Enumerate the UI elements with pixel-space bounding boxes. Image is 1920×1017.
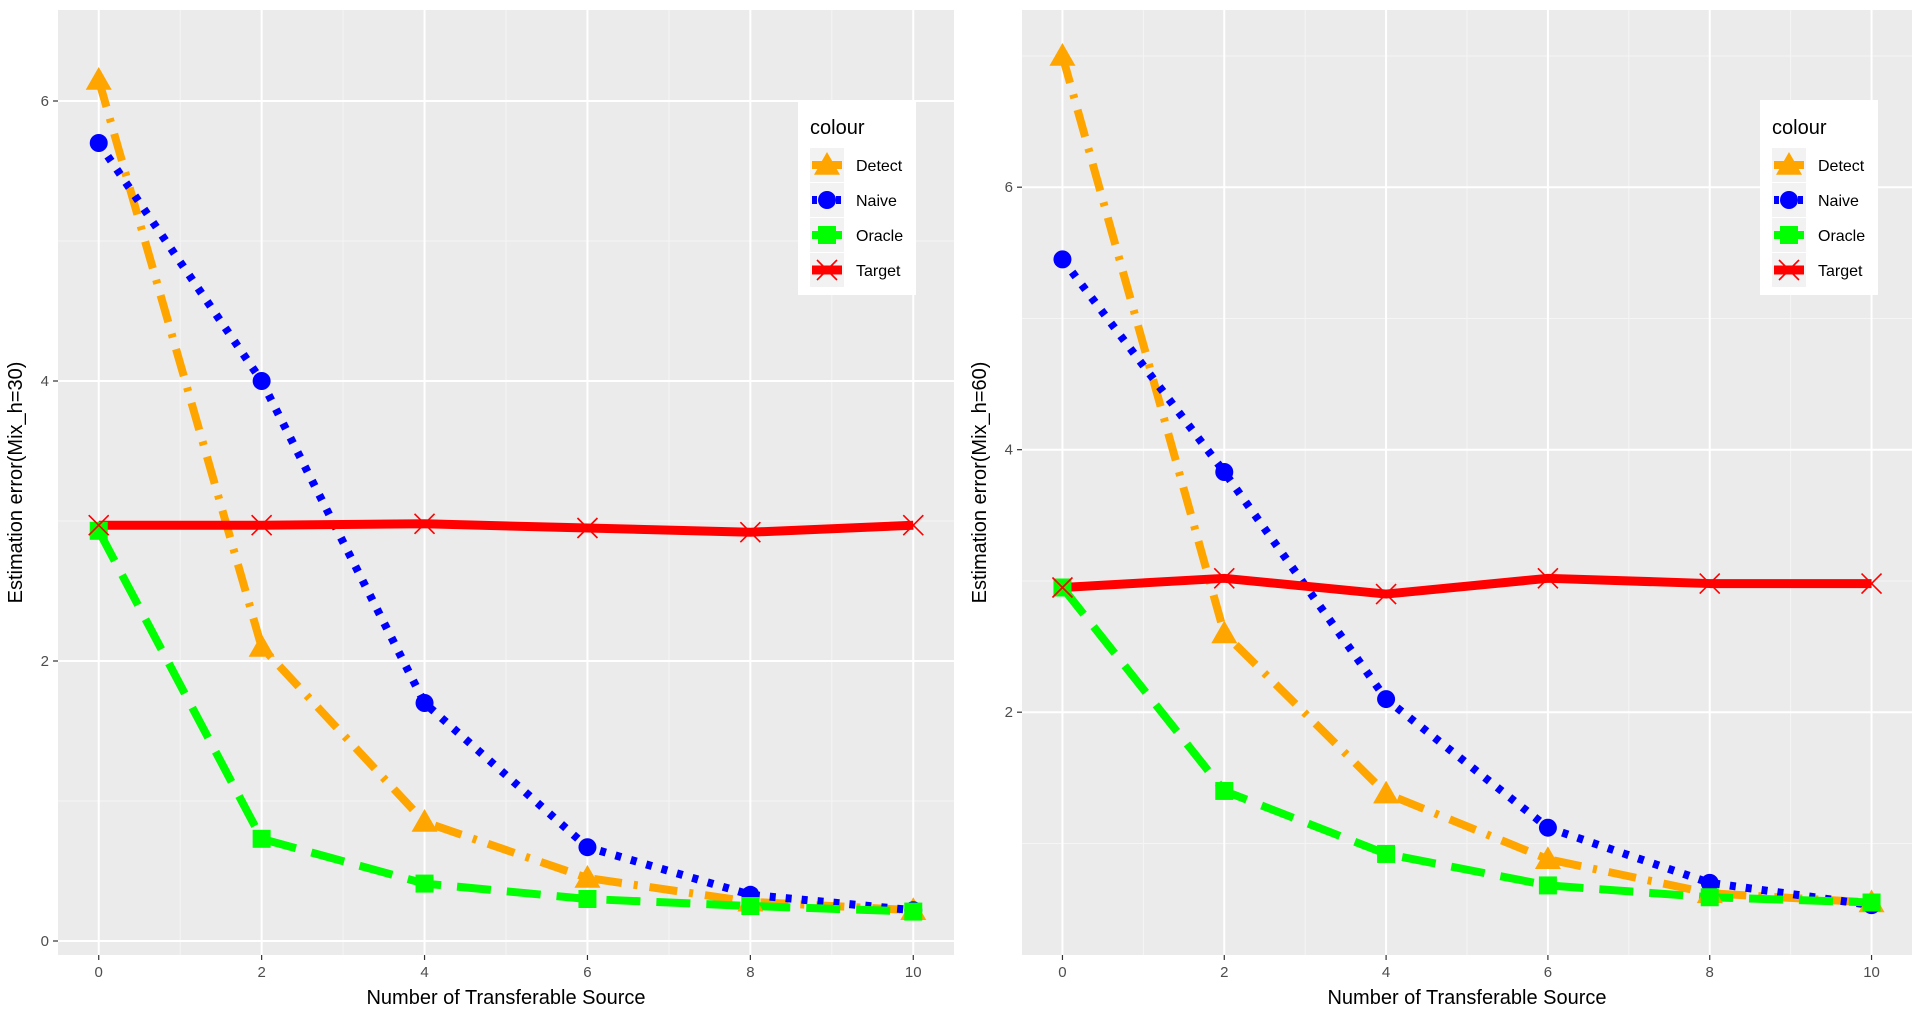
data-point-detect xyxy=(85,67,112,90)
y-tick-label: 2 xyxy=(41,653,49,670)
data-point-target xyxy=(251,514,273,536)
data-point-oracle xyxy=(1700,888,1719,907)
x-tick-label: 6 xyxy=(1544,964,1552,981)
data-point-naive xyxy=(1053,250,1072,269)
y-axis-title: Estimation error(Mix_h=60) xyxy=(969,362,991,604)
x-tick-label: 4 xyxy=(420,964,428,981)
data-point-target xyxy=(88,514,110,536)
data-point-detect xyxy=(574,865,601,888)
legend-label-target: Target xyxy=(1818,263,1863,280)
data-point-naive xyxy=(89,134,108,152)
data-point-target xyxy=(1051,576,1074,599)
data-point-detect xyxy=(1211,620,1238,644)
data-point-detect xyxy=(1373,780,1400,804)
y-tick-label: 0 xyxy=(41,933,49,950)
legend-marker-detect xyxy=(814,152,840,175)
series-line-naive xyxy=(95,140,914,915)
legend-marker-target xyxy=(1778,259,1800,281)
data-point-oracle xyxy=(89,521,108,540)
legend-marker-naive xyxy=(1780,191,1798,209)
chart-left: 0 2 4 6 8 10 0 2 4 6 Number of Transferable Source… xyxy=(5,10,954,1009)
legend-label-oracle: Oracle xyxy=(1818,228,1865,245)
data-point-naive xyxy=(252,372,271,390)
y-tick-label: 4 xyxy=(1005,442,1013,459)
legend-marker-naive xyxy=(818,191,836,209)
data-point-oracle xyxy=(415,874,434,893)
series-line-target xyxy=(98,519,914,537)
x-axis-title: Number of Transferable Source xyxy=(1327,987,1606,1009)
x-tick-label: 2 xyxy=(257,964,265,981)
series-line-detect xyxy=(1058,54,1872,907)
data-point-oracle xyxy=(578,890,597,908)
data-point-detect xyxy=(411,809,438,832)
legend-title: colour xyxy=(1772,117,1827,139)
series-line-oracle xyxy=(1059,585,1872,907)
data-point-oracle xyxy=(252,829,271,848)
data-point-oracle xyxy=(1377,844,1396,863)
legend-label-oracle: Oracle xyxy=(856,228,903,245)
data-point-target xyxy=(1537,567,1559,589)
y-tick-label: 6 xyxy=(1005,179,1013,196)
data-point-oracle xyxy=(741,897,760,915)
data-point-detect xyxy=(1049,42,1076,66)
legend-label-target: Target xyxy=(856,263,901,280)
data-point-target xyxy=(1699,572,1721,595)
data-point-oracle xyxy=(1538,876,1557,895)
legend-title: colour xyxy=(810,117,865,139)
data-point-oracle xyxy=(904,902,923,921)
data-point-naive xyxy=(1700,873,1719,892)
legend-marker-oracle xyxy=(1780,226,1798,244)
data-point-target xyxy=(1375,583,1397,605)
data-point-naive xyxy=(415,694,434,712)
x-tick-label: 6 xyxy=(583,964,591,981)
x-tick-label: 0 xyxy=(1058,964,1066,981)
data-point-oracle xyxy=(1862,893,1881,912)
data-point-naive xyxy=(1538,818,1557,837)
series-line-oracle xyxy=(95,528,914,916)
data-point-detect xyxy=(248,634,275,657)
data-point-oracle xyxy=(1215,781,1234,800)
data-point-naive xyxy=(1215,463,1234,481)
legend-marker-detect xyxy=(1776,152,1802,175)
data-point-target xyxy=(413,513,436,535)
legend-label-detect: Detect xyxy=(856,158,903,175)
y-tick-label: 6 xyxy=(41,93,49,110)
x-tick-label: 4 xyxy=(1382,964,1390,981)
x-tick-label: 8 xyxy=(746,964,754,981)
series-line-target xyxy=(1062,573,1872,599)
x-tick-label: 10 xyxy=(1863,964,1880,981)
legend-marker-oracle xyxy=(818,226,836,244)
y-axis-title: Estimation error(Mix_h=30) xyxy=(5,362,27,604)
legend-label-detect: Detect xyxy=(1818,158,1865,175)
y-tick-label: 2 xyxy=(1005,704,1013,721)
legend-marker-target xyxy=(816,259,838,281)
legend-label-naive: Naive xyxy=(856,193,897,210)
data-point-target xyxy=(1860,572,1883,595)
x-tick-label: 10 xyxy=(905,964,922,981)
data-point-naive xyxy=(1377,690,1396,709)
legend-label-naive: Naive xyxy=(1818,193,1859,210)
data-point-target xyxy=(576,517,599,539)
y-tick-label: 4 xyxy=(41,373,49,390)
data-point-naive xyxy=(578,838,597,857)
x-axis-title: Number of Transferable Source xyxy=(366,987,645,1009)
data-point-target xyxy=(739,521,761,543)
chart-right: 0 2 4 6 8 10 2 4 6 Number of Transferable Source E… xyxy=(969,10,1912,1009)
data-point-detect xyxy=(1534,846,1561,869)
data-point-target xyxy=(1213,567,1235,589)
data-point-target xyxy=(902,514,924,536)
x-tick-label: 8 xyxy=(1706,964,1714,981)
x-tick-label: 2 xyxy=(1220,964,1228,981)
x-tick-label: 0 xyxy=(95,964,103,981)
